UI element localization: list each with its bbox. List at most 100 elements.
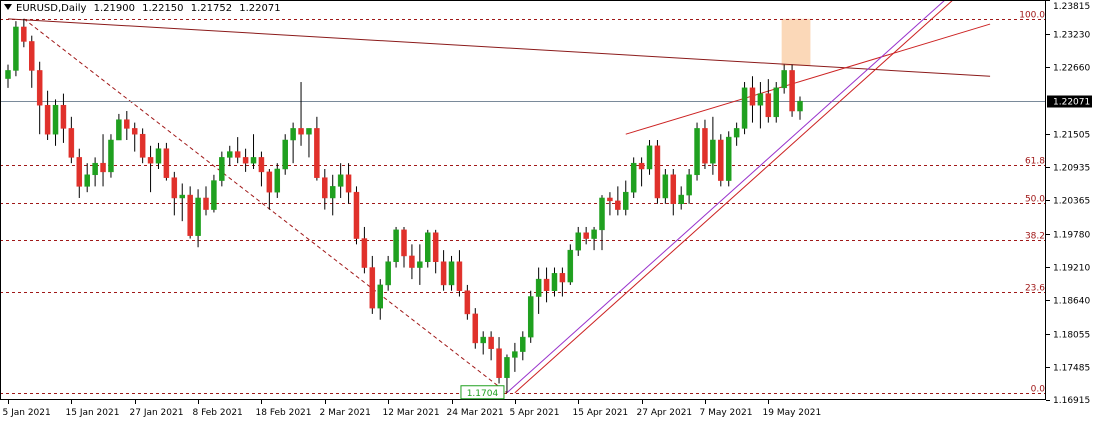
candle-bear	[322, 177, 328, 199]
candle-bear	[258, 157, 265, 173]
candle-bull	[678, 194, 684, 205]
candle-bull	[725, 136, 732, 181]
candle-bear	[203, 197, 209, 210]
candle-bear	[36, 70, 43, 106]
candle-bear	[369, 267, 376, 309]
candle-bull	[797, 100, 803, 112]
candle-bull	[282, 139, 288, 170]
candle-bear	[242, 157, 249, 164]
y-tick-label: 1.19780	[1053, 231, 1090, 241]
candle-bear	[29, 41, 35, 71]
x-tick-label: 19 May 2021	[763, 408, 822, 418]
x-tick-label: 27 Apr 2021	[637, 408, 693, 418]
y-tick-label: 1.19210	[1053, 264, 1090, 274]
candle-bull	[385, 261, 391, 286]
candle-bear	[361, 238, 368, 268]
current-price-tag	[1047, 95, 1092, 108]
candle-bull	[527, 296, 534, 338]
candle-bull	[575, 232, 581, 251]
x-tick-label: 5 Apr 2021	[510, 408, 560, 418]
symbol-header: EURUSD,Daily 1.21900 1.22150 1.21752 1.2…	[4, 3, 285, 14]
candle-bear	[187, 194, 193, 236]
highlight-box	[781, 18, 811, 66]
y-tick-label: 1.18055	[1053, 331, 1090, 341]
candles	[5, 18, 803, 393]
candle-bull	[773, 87, 779, 118]
candle-bear	[124, 119, 130, 129]
candle-bull	[623, 191, 629, 210]
candle-bear	[409, 255, 415, 268]
y-tick-label: 1.16915	[1053, 396, 1090, 406]
symbol-name: EURUSD,Daily	[16, 3, 87, 14]
candle-bull	[599, 197, 605, 231]
y-tick-label: 1.17485	[1053, 364, 1090, 374]
x-tick-label: 7 May 2021	[700, 408, 753, 418]
x-tick-label: 12 Mar 2021	[383, 408, 440, 418]
ohlc-high: 1.22150	[142, 3, 184, 14]
candle-bull	[567, 249, 574, 283]
candle-bear	[749, 87, 756, 106]
candle-bull	[741, 87, 748, 129]
candle-bear	[718, 139, 724, 181]
candle-bear	[401, 229, 407, 257]
candle-bull	[337, 174, 344, 187]
candle-bull	[710, 139, 716, 164]
candle-bull	[116, 119, 122, 141]
x-tick-label: 24 Mar 2021	[447, 408, 504, 418]
fib-level-label: 23.6	[1025, 284, 1045, 294]
fib-level-label: 100.0	[1019, 11, 1045, 21]
candle-bull	[662, 174, 669, 199]
candle-bear	[654, 145, 661, 199]
candle-bull	[92, 162, 98, 176]
candle-bear	[464, 290, 471, 315]
candle-bear	[607, 197, 613, 202]
candle-bull	[757, 93, 764, 106]
candle-bear	[615, 200, 621, 210]
ohlc-close: 1.22071	[239, 3, 281, 14]
candle-bear	[353, 191, 360, 239]
candle-bear	[234, 151, 241, 158]
candle-bear	[702, 128, 708, 164]
candle-bull	[393, 229, 399, 262]
drawing-objects[interactable]: 100.0 61.8 50.0 38.2 23.6 0.0	[0, 0, 1046, 395]
candle-bull	[512, 351, 518, 358]
fib-level-label: 38.2	[1025, 232, 1045, 242]
candle-bull	[219, 157, 225, 181]
x-tick-label: 27 Jan 2021	[130, 408, 184, 418]
trendline-support-red	[514, 0, 954, 394]
candle-bull	[211, 180, 217, 210]
y-tick-label: 1.18640	[1053, 297, 1090, 307]
candle-bear	[559, 273, 566, 283]
candle-bear	[21, 26, 27, 42]
trendline-channel-top	[625, 23, 991, 135]
fib-level-label: 0.0	[1031, 385, 1046, 395]
candle-bear	[765, 93, 772, 118]
candle-bear	[266, 171, 273, 193]
candle-bear	[147, 157, 154, 164]
low-price-marker: 1.1704	[467, 389, 499, 399]
y-tick-label: 1.20365	[1053, 197, 1090, 207]
candle-bear	[789, 70, 795, 112]
dropdown-triangle-icon[interactable]	[4, 4, 12, 10]
candle-bull	[646, 145, 653, 170]
candle-bear	[496, 348, 502, 378]
candle-bear	[139, 133, 146, 158]
candle-bear	[583, 232, 589, 239]
low-price-marker-box	[460, 385, 505, 400]
ohlc-open: 1.21900	[93, 3, 135, 14]
candle-bull	[504, 357, 510, 378]
candle-bear	[163, 148, 170, 178]
candle-bear	[456, 261, 463, 291]
candle-bull	[155, 148, 162, 164]
candle-bull	[108, 139, 114, 173]
y-tick-label: 1.21505	[1053, 131, 1090, 141]
candle-bull	[417, 261, 423, 268]
candle-bull	[551, 273, 558, 291]
candle-bear	[345, 174, 352, 193]
candle-bear	[100, 162, 106, 173]
x-tick-label: 15 Apr 2021	[573, 408, 629, 418]
y-tick-label: 1.23815	[1053, 2, 1090, 12]
trendline-long-resistance	[7, 18, 991, 77]
